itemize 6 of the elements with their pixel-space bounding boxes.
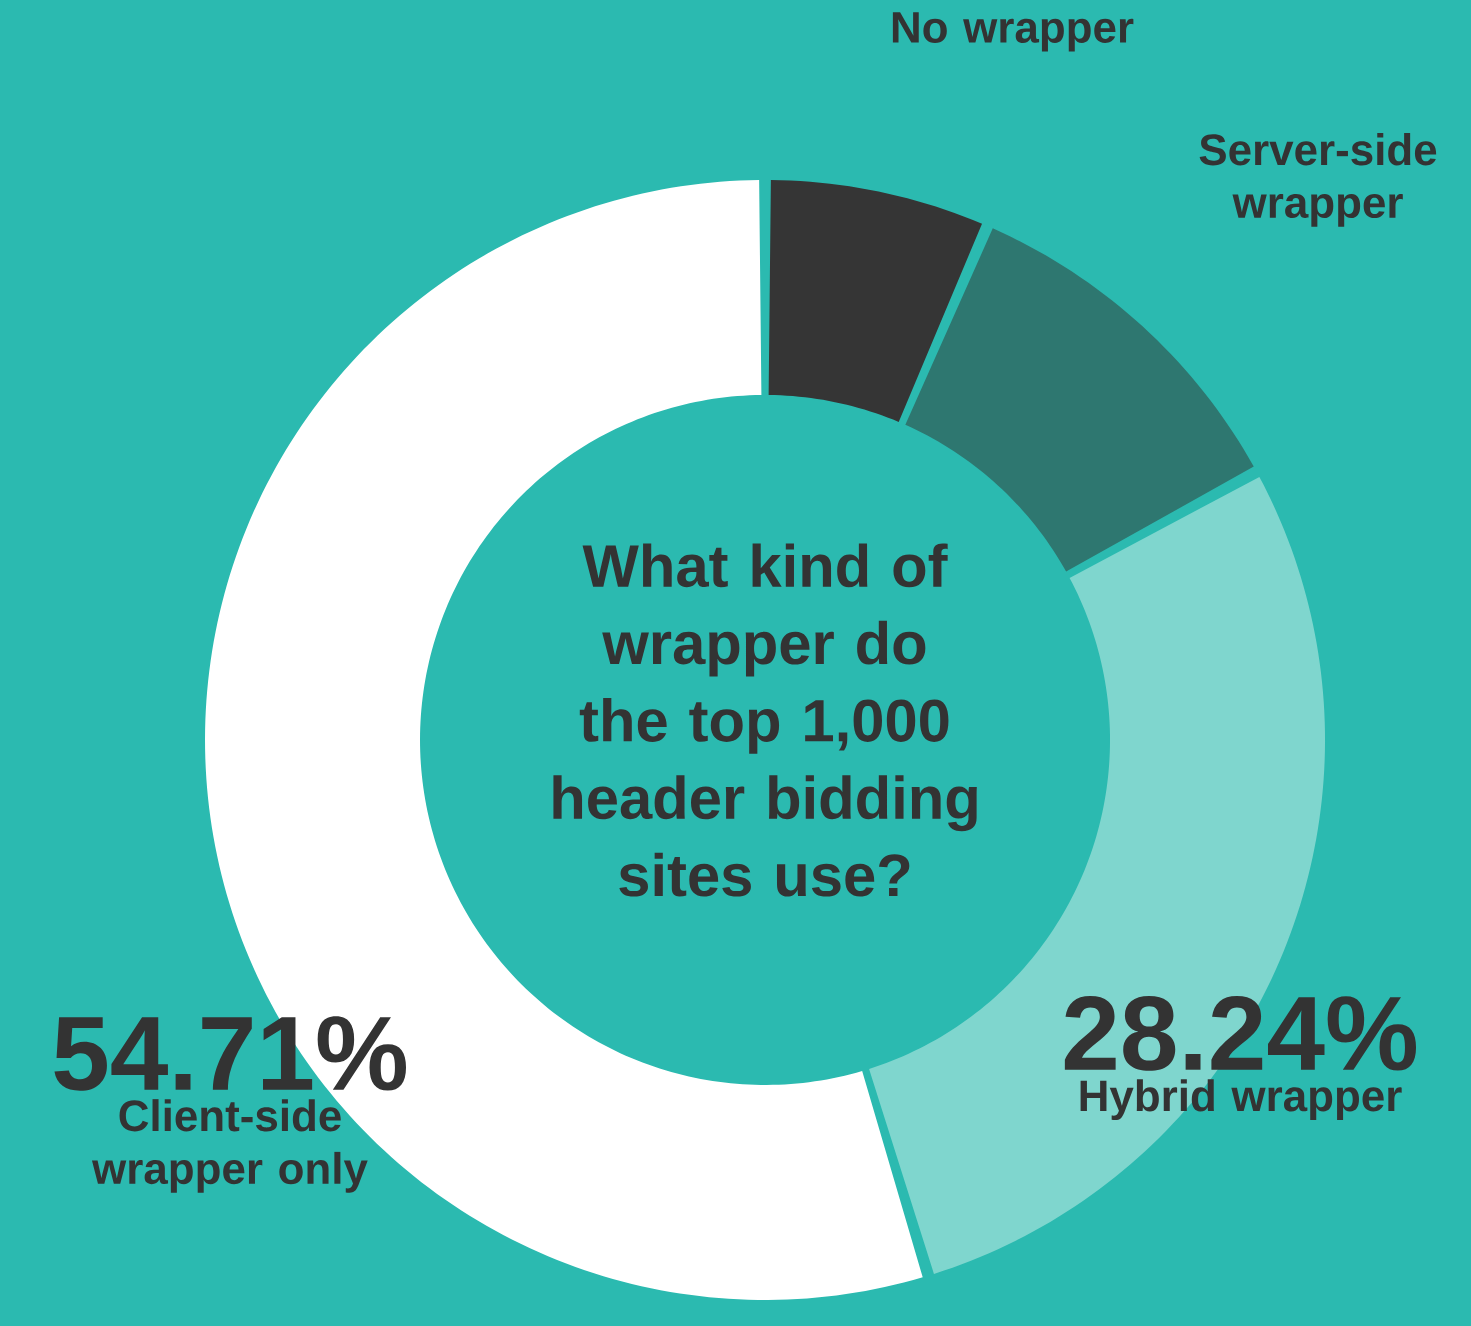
- slice-label: Hybrid wrapper: [1080, 1079, 1402, 1121]
- slice-label: Client-side wrapper only: [91, 1099, 368, 1193]
- text: What kind of wrapper do the top 1,000 header bidding sites use?: [553, 543, 977, 897]
- slice-label: Server-side wrapper: [1199, 133, 1437, 227]
- data-label: 28.24%: [1064, 996, 1417, 1071]
- slice-label: No wrapper: [892, 12, 1134, 52]
